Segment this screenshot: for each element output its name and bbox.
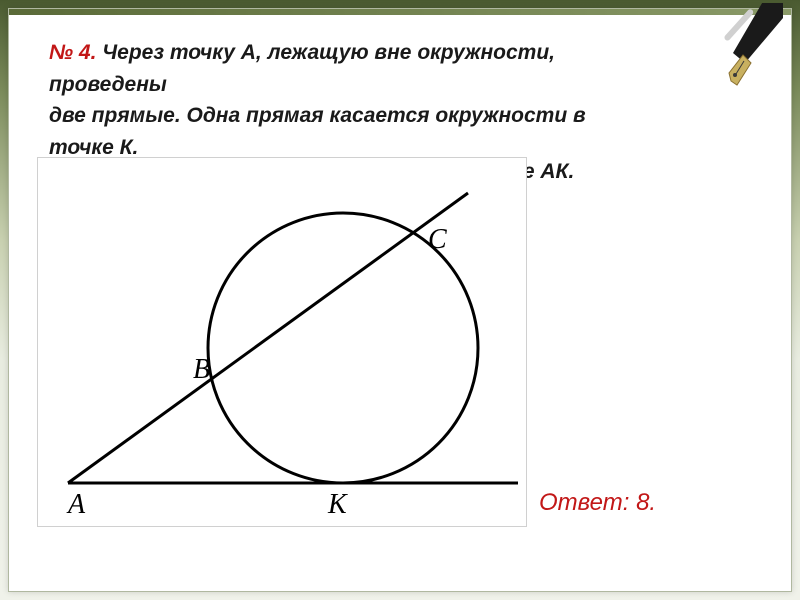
- problem-line-4: точке К.: [49, 136, 138, 159]
- fountain-pen-icon: [695, 3, 785, 103]
- answer: Ответ: 8.: [539, 489, 656, 517]
- problem-line-2: проведены: [49, 73, 167, 96]
- point-label-A: A: [66, 489, 86, 520]
- slide: № 4. Через точку А, лежащую вне окружнос…: [8, 8, 792, 592]
- answer-value: 8.: [636, 489, 656, 516]
- problem-line-1: Через точку А, лежащую вне окружности,: [102, 41, 555, 64]
- accent-bar: [9, 9, 791, 15]
- point-label-B: B: [193, 354, 210, 385]
- geometry-diagram: A K B C: [37, 157, 527, 527]
- problem-number: № 4.: [49, 41, 96, 64]
- point-label-K: K: [327, 489, 348, 520]
- point-label-C: C: [428, 224, 447, 255]
- problem-line-3: две прямые. Одна прямая касается окружно…: [49, 104, 586, 127]
- answer-label: Ответ:: [539, 489, 629, 516]
